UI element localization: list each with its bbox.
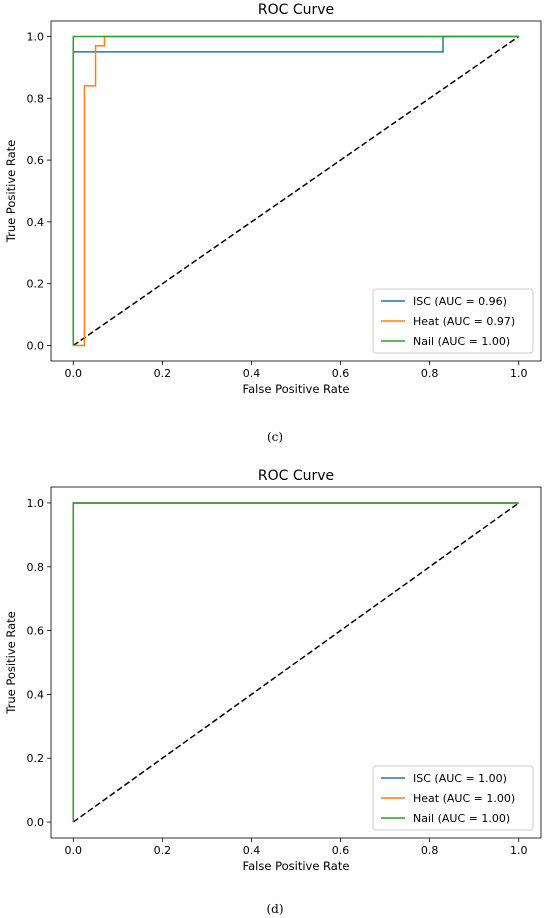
chart-d-y-tick-label: 0.2 <box>27 752 45 765</box>
chart-d-legend-label-1: ISC (AUC = 1.00) <box>413 772 507 785</box>
chart-d-x-tick-label: 0.8 <box>421 844 439 857</box>
chart-c-plot-frame <box>50 20 542 362</box>
caption-c: (c) <box>266 430 284 444</box>
chart-d-series-line-3 <box>72 502 519 823</box>
chart-d-legend: ISC (AUC = 1.00) Heat (AUC = 1.00) Nail (A… <box>372 765 534 831</box>
chart-d-x-tick-label: 1.0 <box>510 844 528 857</box>
chart-d-legend-box <box>372 765 534 831</box>
chart-c-x-tick-label: 0.2 <box>154 367 172 380</box>
chart-c-legend: ISC (AUC = 0.96) Heat (AUC = 0.97) Nail (A… <box>372 288 534 354</box>
chart-d-x-tick-label: 0.0 <box>65 844 83 857</box>
roc-chart-c-svg: ROC Curve 0.0 0.2 0.4 0.6 0.8 1.0 0.0 0.2 0.4 0.6 0… <box>4 2 542 396</box>
chart-c-legend-box <box>372 288 534 354</box>
chart-c-y-tick-label: 0.0 <box>27 340 45 353</box>
chart-c-reference-line <box>72 35 520 347</box>
chart-c-series-line-2 <box>73 35 519 347</box>
chart-d-y-tick-label: 0.8 <box>27 561 45 574</box>
chart-c-y-tick-label: 0.4 <box>27 216 45 229</box>
chart-d-x-tick-label: 0.4 <box>243 844 261 857</box>
chart-d-legend-label-3: Nail (AUC = 1.00) <box>413 812 510 825</box>
chart-d-y-axis-label: True Positive Rate <box>4 611 18 714</box>
chart-d-x-axis-label: False Positive Rate <box>243 859 350 873</box>
chart-c-x-tick-label: 0.4 <box>243 367 261 380</box>
chart-d-legend-label-2: Heat (AUC = 1.00) <box>413 792 515 805</box>
chart-c-y-tick-label: 0.2 <box>27 278 45 291</box>
chart-c-x-tick-label: 1.0 <box>510 367 528 380</box>
roc-chart-c: ROC Curve 0.0 0.2 0.4 0.6 0.8 1.0 0.0 0.2 0.4 0.6 0… <box>0 0 550 445</box>
chart-d-y-tick-label: 0.0 <box>27 816 45 829</box>
chart-d-x-tick-label: 0.2 <box>154 844 172 857</box>
chart-c-x-tick-label: 0.6 <box>332 367 350 380</box>
chart-d-plot-frame <box>50 486 542 839</box>
chart-c-x-tick-label: 0.8 <box>421 367 439 380</box>
chart-c-x-tick-label: 0.0 <box>65 367 83 380</box>
chart-c-y-axis-label: True Positive Rate <box>4 140 18 243</box>
chart-c-series-line-3 <box>72 35 519 346</box>
chart-d-x-tick-label: 0.6 <box>332 844 350 857</box>
chart-d-y-tick-label: 0.4 <box>27 688 45 701</box>
chart-c-y-tick-label: 1.0 <box>27 30 45 43</box>
chart-c-legend-label-3: Nail (AUC = 1.00) <box>413 335 510 348</box>
roc-chart-d-svg: ROC Curve 0.0 0.2 0.4 0.6 0.8 1.0 0.0 0.2 0.4 0.6 0… <box>4 468 542 873</box>
roc-chart-d: ROC Curve 0.0 0.2 0.4 0.6 0.8 1.0 0.0 0.2 0.4 0.6 0… <box>0 462 550 918</box>
chart-d-title: ROC Curve <box>258 468 334 484</box>
chart-d-y-tick-label: 1.0 <box>27 497 45 510</box>
chart-c-title: ROC Curve <box>258 2 334 18</box>
chart-c-y-tick-label: 0.6 <box>27 154 45 167</box>
caption-d: (d) <box>266 902 284 916</box>
chart-c-legend-label-1: ISC (AUC = 0.96) <box>413 295 507 308</box>
chart-c-y-tick-label: 0.8 <box>27 92 45 105</box>
chart-c-x-axis-label: False Positive Rate <box>243 382 350 396</box>
chart-d-reference-line <box>72 502 520 823</box>
chart-c-legend-label-2: Heat (AUC = 0.97) <box>413 315 515 328</box>
chart-d-y-tick-label: 0.6 <box>27 625 45 638</box>
